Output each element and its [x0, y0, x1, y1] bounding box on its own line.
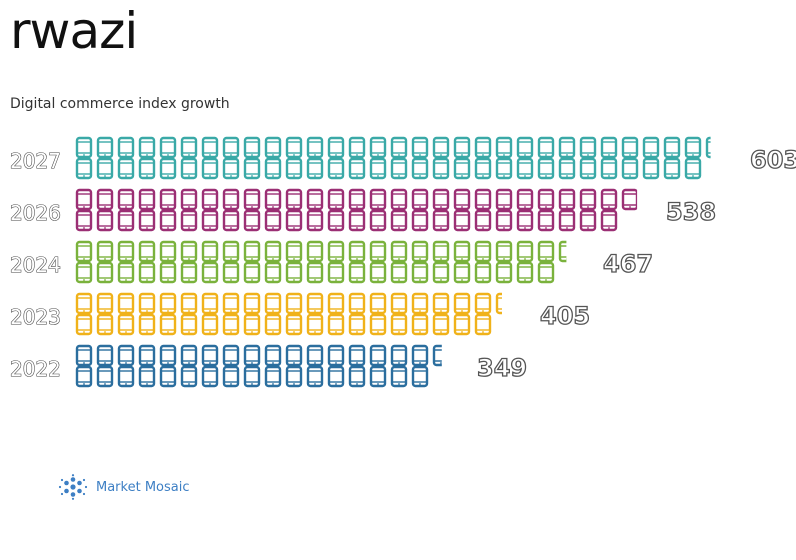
mosaic-flower-icon: [58, 474, 88, 500]
value-label-2022: 349: [477, 354, 527, 382]
year-label-2026: 2026: [10, 201, 61, 225]
bar-2027: [75, 136, 711, 180]
year-label-2024: 2024: [10, 253, 61, 277]
value-label-2026: 538: [666, 198, 716, 226]
year-label-2022: 2022: [10, 357, 61, 381]
footer-brand: Market Mosaic: [58, 474, 190, 500]
bar-2026: [75, 188, 638, 232]
bar-2024: [75, 240, 567, 284]
rwazi-logo: rwazi: [10, 2, 138, 60]
chart-title: Digital commerce index growth: [10, 96, 230, 112]
bar-2023: [75, 292, 502, 336]
value-label-2024: 467: [603, 250, 653, 278]
year-label-2023: 2023: [10, 305, 61, 329]
year-label-2027: 2027: [10, 149, 61, 173]
bar-2022: [75, 344, 442, 388]
value-label-2027: 603: [750, 146, 796, 174]
market-mosaic-text: Market Mosaic: [96, 479, 190, 495]
value-label-2023: 405: [540, 302, 590, 330]
phone-icon-bar-chart: 2027 603 2026 538 2024 467 2023 405 2022 349: [9, 136, 796, 388]
